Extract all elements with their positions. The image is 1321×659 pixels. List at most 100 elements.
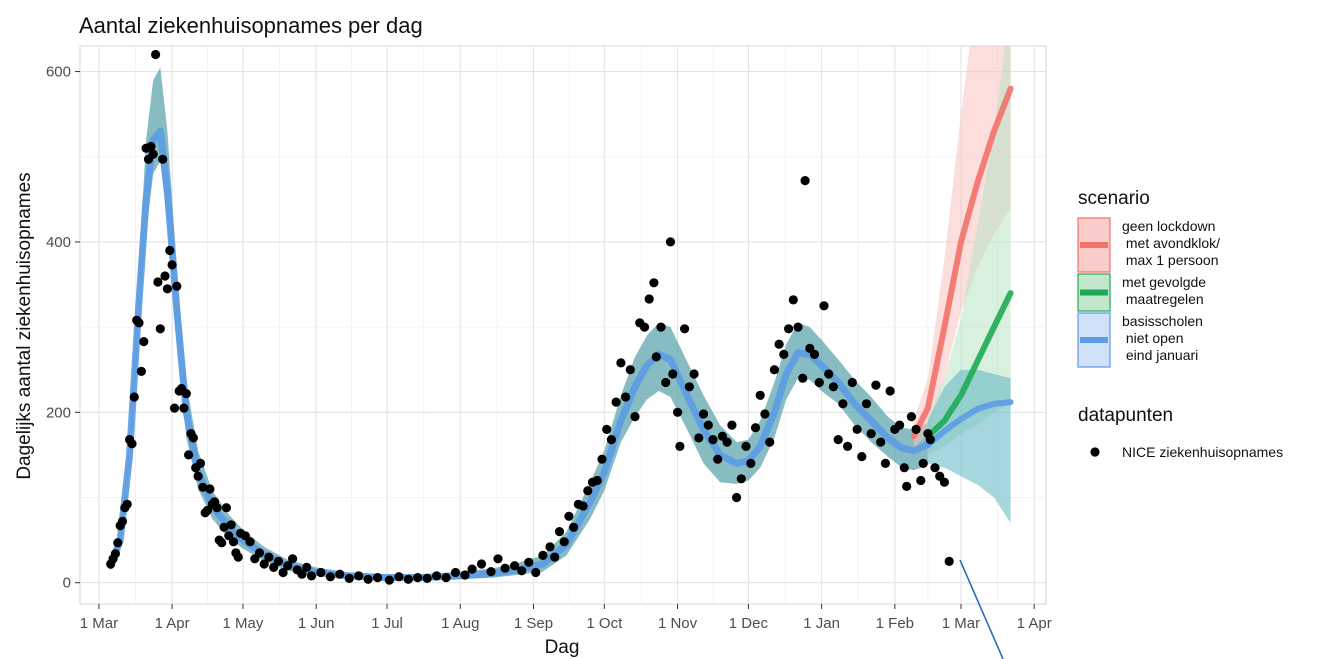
series-line-3 xyxy=(924,399,1014,448)
data-point xyxy=(500,563,510,573)
data-point xyxy=(155,324,165,334)
legend-label-2: niet open xyxy=(1122,330,1184,346)
data-point xyxy=(302,562,312,573)
legend: scenario geen lockdown met avondklok/ ma… xyxy=(1077,188,1283,460)
data-point xyxy=(193,471,203,481)
data-point xyxy=(902,481,912,491)
data-point xyxy=(918,458,928,468)
data-point xyxy=(833,435,843,445)
data-point xyxy=(160,271,170,281)
data-point xyxy=(136,366,146,376)
data-point xyxy=(611,397,621,407)
data-point xyxy=(335,569,345,579)
x-axis-title: Dag xyxy=(545,637,580,658)
data-point xyxy=(621,392,631,402)
data-point xyxy=(944,556,954,567)
data-point xyxy=(288,554,298,564)
data-point xyxy=(656,322,666,332)
data-point xyxy=(531,567,541,578)
data-point xyxy=(703,420,713,430)
data-point xyxy=(847,377,857,388)
data-point xyxy=(517,566,527,576)
data-point xyxy=(684,382,695,392)
legend-label-2: basisscholen xyxy=(1122,313,1203,329)
x-tick-label: 1 Apr xyxy=(155,615,190,632)
data-point xyxy=(694,433,704,443)
legend-label-0: max 1 persoon xyxy=(1122,252,1219,268)
data-point xyxy=(228,537,239,547)
series-line-0 xyxy=(107,127,932,582)
data-point xyxy=(538,550,548,561)
x-tick-label: 1 Mar xyxy=(942,615,980,632)
data-point xyxy=(722,437,732,447)
data-point xyxy=(857,452,867,462)
data-point xyxy=(899,463,909,473)
data-point xyxy=(373,573,383,583)
data-point xyxy=(644,294,654,304)
data-point xyxy=(774,339,784,349)
data-point xyxy=(148,149,158,159)
data-point xyxy=(665,237,676,247)
series-line-2 xyxy=(924,290,1014,440)
data-point xyxy=(746,458,756,468)
data-point xyxy=(219,522,229,532)
data-point xyxy=(188,433,198,443)
data-point xyxy=(876,437,886,447)
data-point xyxy=(217,538,227,548)
data-point xyxy=(146,141,156,152)
data-point xyxy=(673,407,683,417)
data-point xyxy=(212,503,222,513)
data-point xyxy=(403,574,413,584)
data-point xyxy=(698,409,709,419)
data-point xyxy=(165,245,175,256)
data-point xyxy=(441,573,451,583)
data-point xyxy=(139,337,149,347)
data-point xyxy=(316,567,326,578)
x-tick-label: 1 Sep xyxy=(514,615,553,632)
data-point xyxy=(162,284,172,294)
legend-title-scenario: scenario xyxy=(1078,188,1150,209)
data-point xyxy=(554,527,565,537)
data-point xyxy=(727,420,737,430)
data-point xyxy=(930,463,940,473)
x-tick-label: 1 Jul xyxy=(371,615,403,632)
data-point xyxy=(221,503,231,513)
legend-label-1: met gevolgde xyxy=(1122,274,1206,290)
data-point xyxy=(179,403,189,413)
legend-label-2: eind januari xyxy=(1122,347,1198,363)
y-axis-title: Dagelijks aantal ziekenhuisopnames xyxy=(14,172,35,479)
data-point xyxy=(606,435,617,445)
data-point xyxy=(432,571,442,581)
data-point xyxy=(732,492,742,503)
data-point xyxy=(226,520,236,530)
data-point xyxy=(828,382,839,392)
data-point xyxy=(675,441,685,451)
data-point xyxy=(843,441,853,451)
data-point xyxy=(649,278,659,288)
data-point xyxy=(668,369,678,379)
data-point xyxy=(651,352,661,362)
data-point xyxy=(911,424,921,434)
data-point xyxy=(906,412,917,422)
data-point xyxy=(760,409,770,419)
data-point xyxy=(769,365,780,375)
y-tick-label: 600 xyxy=(46,64,71,81)
x-tick-label: 1 Jan xyxy=(803,615,840,632)
data-point xyxy=(639,322,650,332)
data-point xyxy=(127,439,137,449)
data-point xyxy=(259,559,269,569)
data-point xyxy=(866,429,876,439)
legend-title-datapunten: datapunten xyxy=(1078,405,1173,426)
x-tick-label: 1 Dec xyxy=(729,615,769,632)
data-point xyxy=(184,450,194,460)
data-point xyxy=(151,49,161,60)
data-point xyxy=(450,567,461,578)
data-point xyxy=(788,295,798,305)
data-point xyxy=(798,373,808,383)
data-point xyxy=(559,537,569,547)
data-point xyxy=(583,486,593,496)
data-point xyxy=(824,369,834,379)
legend-label-1: maatregelen xyxy=(1122,291,1204,307)
data-point xyxy=(198,482,208,492)
data-point xyxy=(916,475,926,486)
